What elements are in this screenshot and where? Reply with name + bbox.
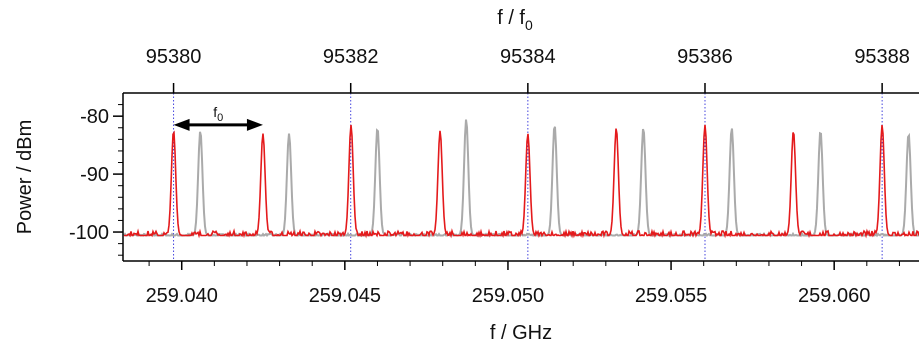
top-x-tick-label: 95386 (677, 46, 733, 68)
top-x-tick-label: 95382 (323, 46, 379, 68)
axes-layer (122, 92, 919, 262)
annotation-layer (173, 118, 263, 131)
top-x-axis-title: f / f0 (497, 7, 533, 33)
y-axis-title: Power / dBm (14, 120, 36, 234)
ticks-layer: 95380 95382 95384 95386 95388 259.040 259.045 2… (69, 46, 910, 307)
bottom-x-tick-label: 259.050 (472, 285, 544, 307)
top-x-axis-title-main: f / f (497, 7, 525, 29)
y-tick-label: -100 (69, 222, 109, 244)
annotation-label-main: f (213, 104, 217, 120)
annotation-label-subscript: 0 (217, 112, 223, 124)
y-tick-label: -80 (80, 106, 109, 128)
bottom-x-tick-label: 259.055 (635, 285, 707, 307)
bottom-x-tick-label: 259.040 (146, 285, 218, 307)
grey-series-trace (123, 119, 919, 238)
top-x-tick-label: 95388 (854, 46, 910, 68)
bottom-x-tick-label: 259.060 (798, 285, 870, 307)
grid-layer (173, 93, 883, 261)
top-x-axis-title-subscript: 0 (525, 17, 533, 33)
bottom-x-tick-label: 259.045 (309, 285, 381, 307)
y-tick-label: -90 (80, 164, 109, 186)
red-series-trace (124, 124, 919, 239)
top-x-tick-label: 95384 (500, 46, 556, 68)
annotation-label: f0 (213, 104, 223, 124)
annotation-arrowhead-left (173, 118, 190, 131)
annotation-arrowhead-right (246, 118, 263, 131)
bottom-x-axis-title: f / GHz (490, 322, 552, 344)
series-layer (123, 119, 919, 239)
top-x-tick-label: 95380 (146, 46, 202, 68)
